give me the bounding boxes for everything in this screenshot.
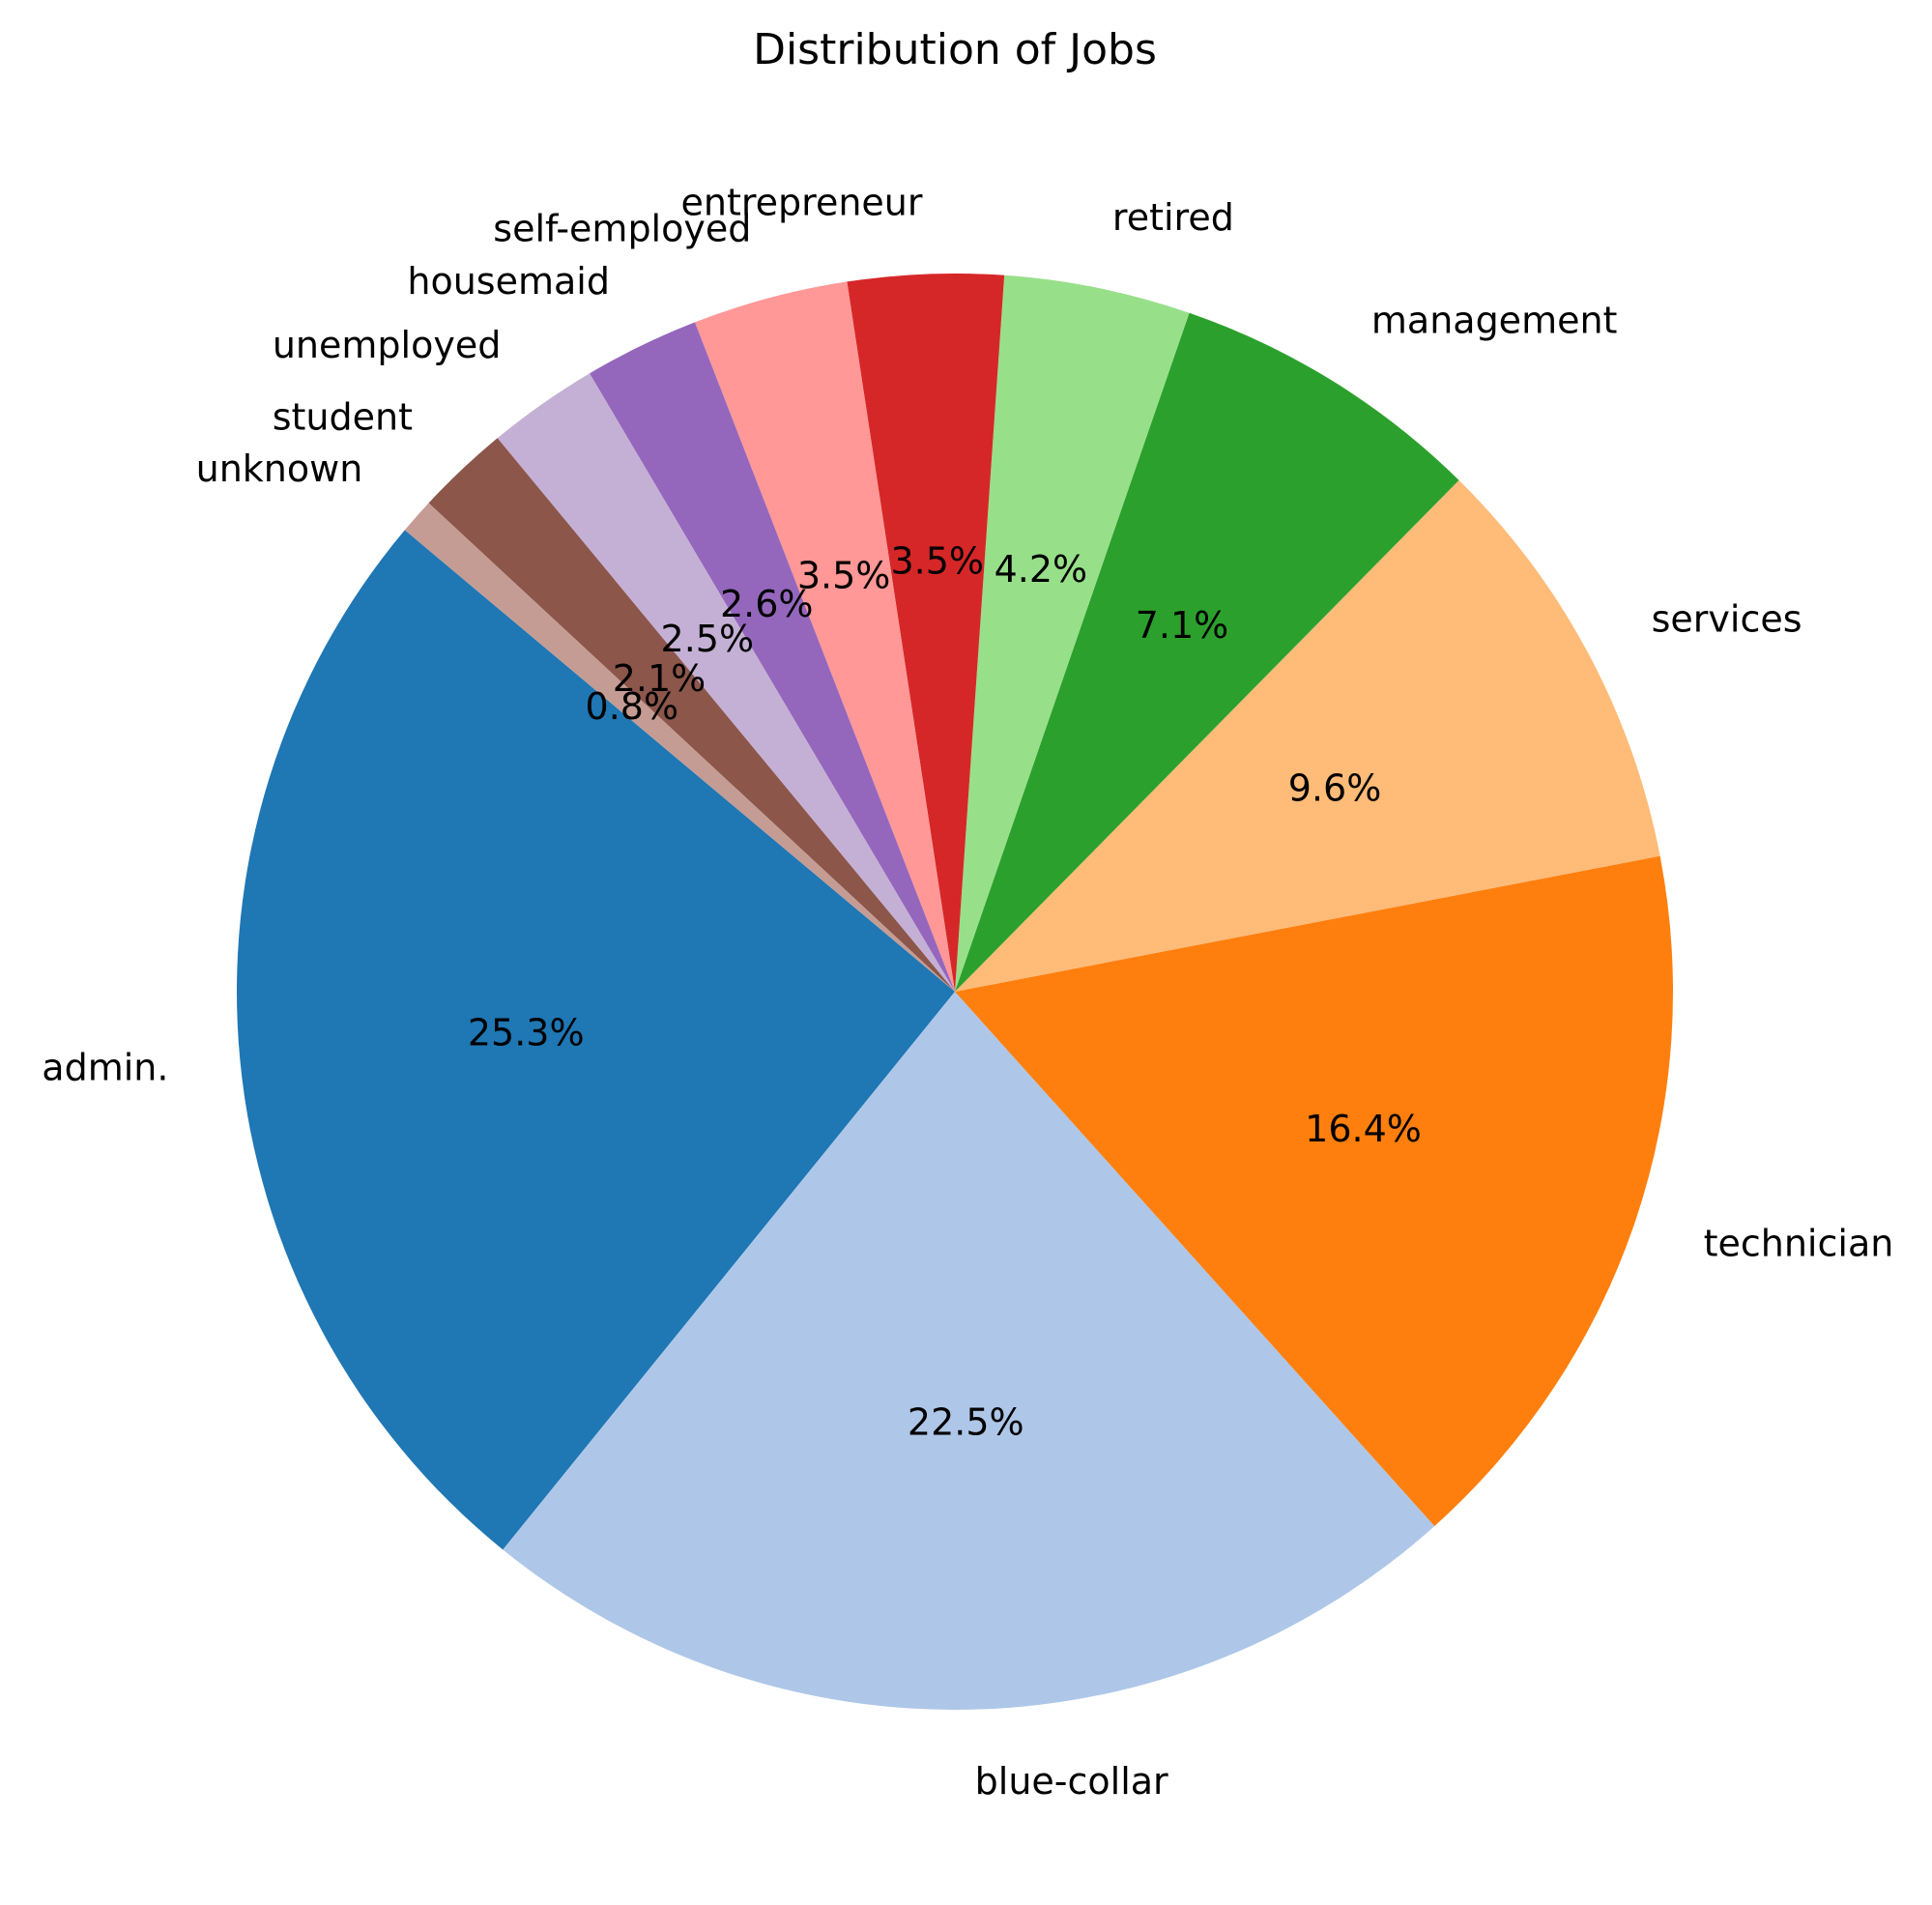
slice-label: unemployed [273,324,501,366]
percent-label: 9.6% [1288,767,1382,810]
slice-label: technician [1704,1223,1894,1265]
slice-label: retired [1112,196,1234,239]
percent-labels: 25.3%22.5%16.4%9.6%7.1%4.2%3.5%3.5%2.6%2… [468,540,1422,1444]
pie-slice-self-employed [694,281,955,992]
pie-slice-management [955,312,1459,992]
slice-label: self-employed [493,207,751,249]
percent-label: 0.8% [586,685,679,728]
pie-slice-admin [236,530,955,1550]
percent-label: 7.1% [1136,604,1229,647]
pie-slice-student [428,438,955,993]
pie-slice-unknown [404,503,955,992]
pie-slices [236,274,1673,1710]
slice-label: blue-collar [975,1760,1168,1803]
slice-label: entrepreneur [681,181,923,223]
pie-slice-blue-collar [503,992,1435,1710]
slice-label: housemaid [407,260,610,303]
pie-slice-housemaid [590,322,955,992]
pie-slice-retired [955,274,1190,992]
percent-label: 2.1% [613,657,706,700]
percent-label: 22.5% [908,1401,1024,1444]
pie-slice-technician [955,855,1673,1526]
slice-label: student [273,396,413,439]
pie-slice-unemployed [497,373,955,992]
pie-slice-services [955,479,1660,992]
percent-label: 16.4% [1305,1108,1422,1150]
percent-label: 3.5% [797,554,891,596]
percent-label: 3.5% [890,540,984,583]
percent-label: 2.6% [720,583,814,625]
slice-label: admin. [42,1046,168,1088]
pie-slice-entrepreneur [847,274,1005,992]
percent-label: 25.3% [468,1012,585,1054]
slice-labels: admin. blue-collar technician services manag… [42,181,1893,1803]
slice-label: management [1371,300,1618,342]
percent-label: 2.5% [661,618,755,660]
percent-label: 4.2% [995,548,1088,591]
slice-label: services [1652,597,1802,640]
slice-label: unknown [196,447,363,490]
chart-title: Distribution of Jobs [753,25,1157,74]
